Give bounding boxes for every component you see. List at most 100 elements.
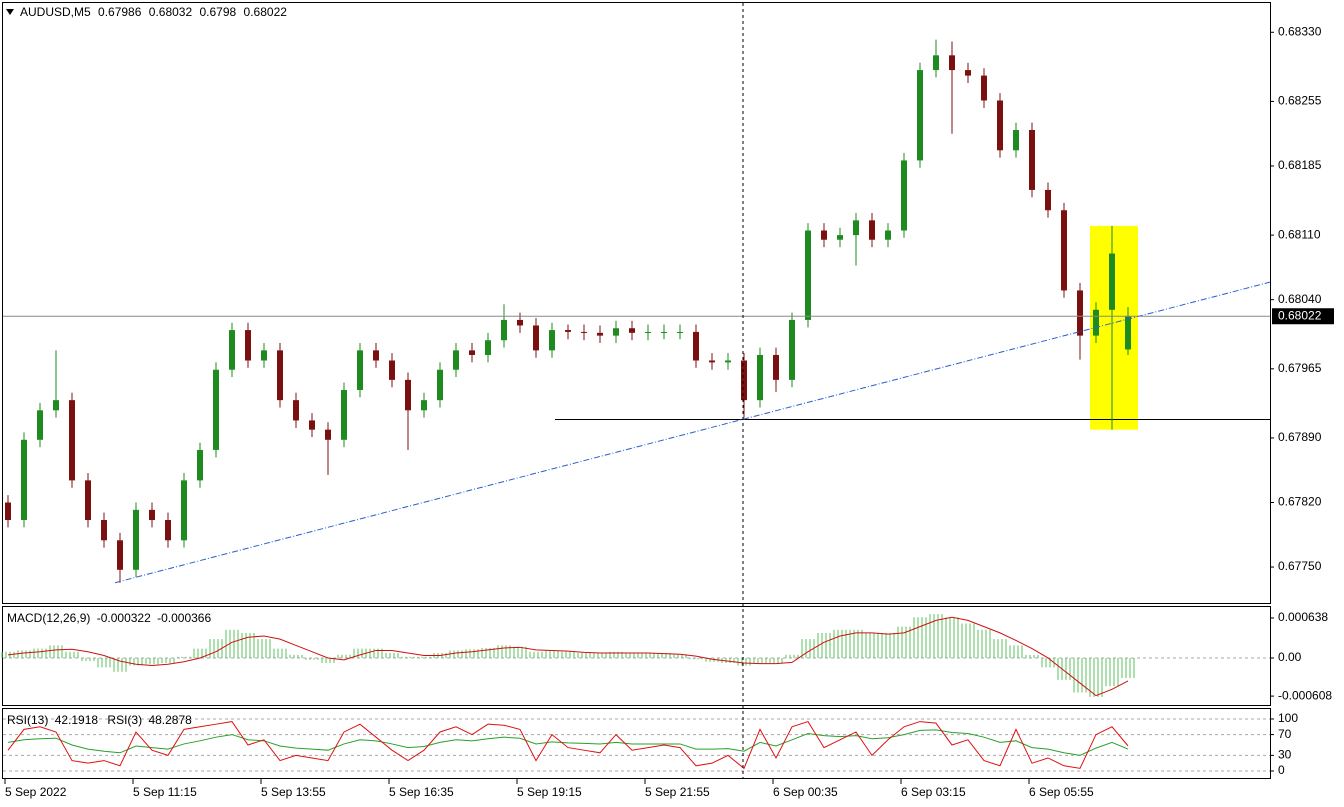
candle-body: [485, 340, 491, 355]
candle-body: [741, 360, 747, 401]
high: 0.68032: [149, 5, 193, 19]
rsi-name: RSI(13): [7, 713, 48, 727]
close: 0.68022: [244, 5, 288, 19]
candle-body: [805, 230, 811, 320]
y-tick-label: 0.68255: [1278, 94, 1322, 108]
candle-body: [853, 220, 859, 236]
rsi-value: 48.2878: [148, 713, 192, 727]
candle-body: [453, 350, 459, 370]
price-tag-label: 0.68022: [1278, 308, 1322, 322]
candle-body: [661, 331, 667, 333]
candle-body: [549, 330, 555, 351]
candle-body: [821, 230, 827, 240]
macd-main: -0.000322: [97, 611, 151, 625]
macd-signal-line: [7, 616, 1129, 697]
x-tick-label: 5 Sep 16:35: [389, 785, 454, 799]
candle-body: [309, 420, 315, 430]
rsi-line: [7, 720, 1129, 770]
candle-body: [53, 400, 59, 411]
candle-body: [613, 328, 619, 336]
y-tick-label: 0.68330: [1278, 24, 1322, 38]
candle-body: [341, 390, 347, 440]
candle-body: [245, 330, 251, 361]
candle-body: [437, 369, 443, 401]
candle-body: [1029, 130, 1035, 190]
y-tick-label: 30: [1278, 748, 1292, 762]
candle-body: [725, 360, 731, 363]
candle-body: [277, 350, 283, 401]
menu-triangle: [6, 9, 14, 15]
candle-body: [949, 55, 955, 71]
candle-body: [677, 331, 683, 333]
candle-body: [85, 480, 91, 521]
candle-body: [565, 330, 571, 332]
y-tick-label: 0: [1278, 763, 1285, 777]
candle-body: [965, 70, 971, 76]
rsi-header: RSI(13) 42.1918 RSI(3) 48.2878: [7, 713, 192, 727]
candle-body: [709, 360, 715, 363]
candle-body: [421, 400, 427, 411]
macd-header: MACD(12,26,9) -0.000322 -0.000366: [7, 611, 211, 625]
trend-line: [114, 281, 1271, 584]
macd-label: MACD(12,26,9): [7, 611, 90, 625]
candle-body: [1125, 316, 1131, 350]
candle-body: [693, 331, 699, 361]
candle-body: [325, 429, 331, 440]
candle-body: [181, 480, 187, 541]
macd-signal: -0.000366: [157, 611, 211, 625]
y-tick-label: 0.67820: [1278, 495, 1322, 509]
y-tick-label: 0.67965: [1278, 361, 1322, 375]
y-tick-label: 100: [1278, 711, 1298, 725]
symbol: AUDUSD,M5: [20, 5, 91, 19]
candle-body: [357, 350, 363, 391]
candle-body: [501, 319, 507, 341]
x-tick-label: 5 Sep 21:55: [645, 785, 710, 799]
price-tag: [1272, 308, 1334, 325]
candle-body: [981, 75, 987, 101]
candle-body: [1093, 309, 1099, 336]
candle-body: [213, 369, 219, 450]
rsi-panel: [2, 708, 1271, 779]
x-tick-label: 6 Sep 05:55: [1029, 785, 1094, 799]
candle-body: [1013, 130, 1019, 151]
y-tick-label: 0.67890: [1278, 430, 1322, 444]
candle-body: [229, 330, 235, 370]
candle-body: [261, 350, 267, 361]
open: 0.67986: [98, 5, 142, 19]
candle-body: [757, 354, 763, 401]
x-tick-label: 6 Sep 00:35: [773, 785, 838, 799]
marks: 0.68330 0.68255 0.68185 0.68110 0.68040 0.679…: [1, 24, 1334, 799]
candle-body: [133, 509, 139, 570]
rsi-name: RSI(3): [107, 713, 142, 727]
candle-body: [533, 325, 539, 351]
y-tick-label: 70: [1278, 727, 1292, 741]
x-tick-label: 5 Sep 2022: [5, 785, 67, 799]
candle-body: [869, 220, 875, 240]
x-tick-label: 6 Sep 03:15: [901, 785, 966, 799]
y-tick-label: -0.000608: [1278, 688, 1332, 702]
candle-body: [373, 350, 379, 361]
candle-body: [773, 354, 779, 380]
candle-body: [469, 350, 475, 355]
y-tick-label: 0.68185: [1278, 158, 1322, 172]
candle-body: [165, 520, 171, 541]
header: AUDUSD,M5 0.67986 0.68032 0.6798 0.68022: [20, 5, 287, 19]
candle-body: [597, 332, 603, 336]
y-tick-label: 0.68110: [1278, 227, 1321, 241]
candle-body: [917, 70, 923, 161]
candle-body: [1109, 253, 1115, 310]
x-tick-label: 5 Sep 19:15: [517, 785, 582, 799]
candle-body: [901, 160, 907, 231]
y-tick-label: 0.000638: [1278, 610, 1328, 624]
candle-body: [933, 55, 939, 71]
candle-body: [69, 400, 75, 481]
candle-body: [1061, 210, 1067, 291]
candle-body: [21, 439, 27, 521]
rsi-value: 42.1918: [55, 713, 99, 727]
candle-body: [37, 410, 43, 440]
y-tick-label: 0.68040: [1278, 292, 1322, 306]
candle-body: [149, 509, 155, 521]
candle-body: [405, 379, 411, 411]
